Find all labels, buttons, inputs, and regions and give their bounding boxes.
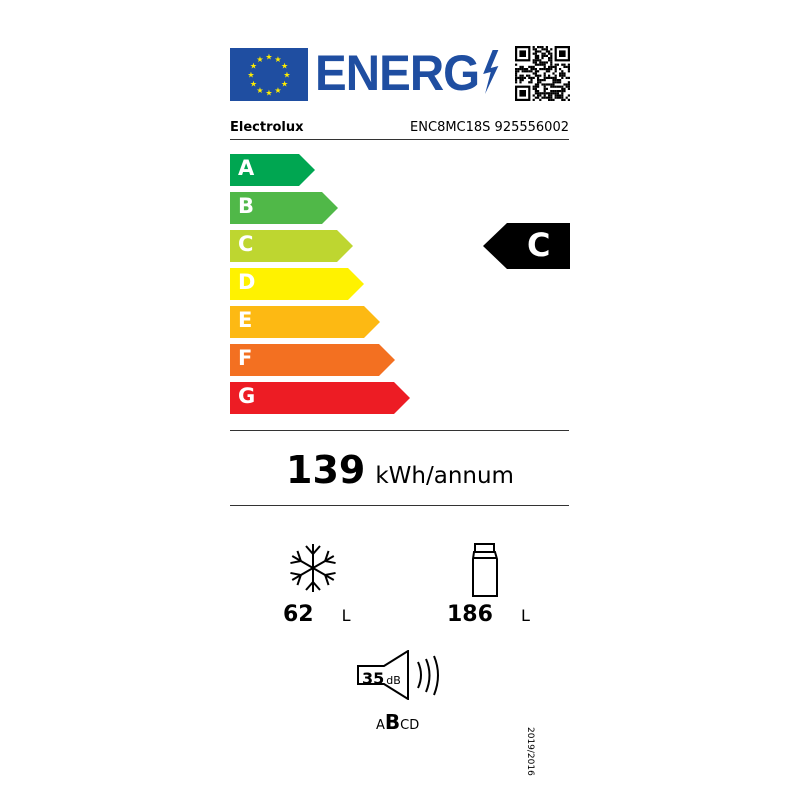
rating-marker: C	[483, 223, 570, 269]
svg-text:★: ★	[281, 80, 288, 89]
energy-class-arrow-d: D	[230, 268, 364, 300]
energy-class-arrow-f: F	[230, 344, 395, 376]
noise-class-cd: CD	[400, 718, 420, 733]
energy-class-letter: C	[238, 232, 254, 256]
energy-class-arrow-c: C	[230, 230, 353, 262]
fridge-value: 186	[447, 602, 493, 627]
energy-class-arrow-g: G	[230, 382, 410, 414]
svg-text:★: ★	[256, 55, 263, 64]
svg-text:★: ★	[274, 55, 281, 64]
consumption-unit: kWh/annum	[375, 463, 514, 489]
energy-class-arrow-a: A	[230, 154, 315, 186]
energy-title: ENERG	[315, 44, 500, 102]
energy-class-letter: G	[238, 384, 256, 408]
regulation-number: 2019/2016	[525, 727, 535, 776]
freezer-unit: L	[341, 606, 351, 625]
brand-name: Electrolux	[230, 120, 304, 135]
rating-letter: C	[527, 226, 551, 264]
noise-unit: dB	[386, 674, 401, 687]
fridge-unit: L	[520, 606, 530, 625]
energy-title-text: ENERG	[315, 45, 480, 101]
svg-text:★: ★	[265, 89, 272, 98]
svg-text:★: ★	[265, 53, 272, 62]
divider	[230, 139, 569, 140]
svg-text:★: ★	[281, 62, 288, 71]
divider	[230, 430, 569, 431]
divider	[230, 505, 569, 506]
svg-text:★: ★	[274, 86, 281, 95]
snowflake-icon	[288, 544, 338, 593]
noise-level: 35 dB	[362, 669, 401, 688]
consumption-value: 139	[286, 448, 366, 492]
energy-consumption: 139 kWh/annum	[0, 448, 800, 492]
energy-class-letter: F	[238, 346, 253, 370]
energy-class-letter: D	[238, 270, 256, 294]
svg-text:★: ★	[256, 86, 263, 95]
svg-text:★: ★	[250, 62, 257, 71]
noise-class-selected: B	[384, 710, 401, 734]
svg-text:★: ★	[250, 80, 257, 89]
energy-class-letter: E	[238, 308, 253, 332]
speaker-icon	[357, 650, 439, 700]
svg-text:★: ★	[283, 71, 290, 80]
model-number: ENC8MC18S 925556002	[410, 120, 569, 135]
freezer-value: 62	[283, 602, 314, 627]
noise-value: 35	[362, 669, 385, 688]
svg-text:★: ★	[247, 71, 254, 80]
eu-flag: ★ ★ ★ ★ ★ ★ ★ ★ ★ ★ ★ ★	[230, 48, 308, 101]
energy-class-arrow-b: B	[230, 192, 338, 224]
energy-class-letter: B	[238, 194, 255, 218]
noise-class-a: A	[376, 718, 385, 733]
energy-class-letter: A	[238, 156, 255, 180]
qr-code[interactable]	[515, 46, 570, 101]
fridge-volume: 186 L	[447, 602, 530, 627]
noise-class: ABCD	[376, 710, 419, 734]
bottle-icon	[472, 543, 498, 597]
freezer-volume: 62 L	[283, 602, 351, 627]
energy-class-arrow-e: E	[230, 306, 380, 338]
lightning-icon	[482, 50, 499, 94]
